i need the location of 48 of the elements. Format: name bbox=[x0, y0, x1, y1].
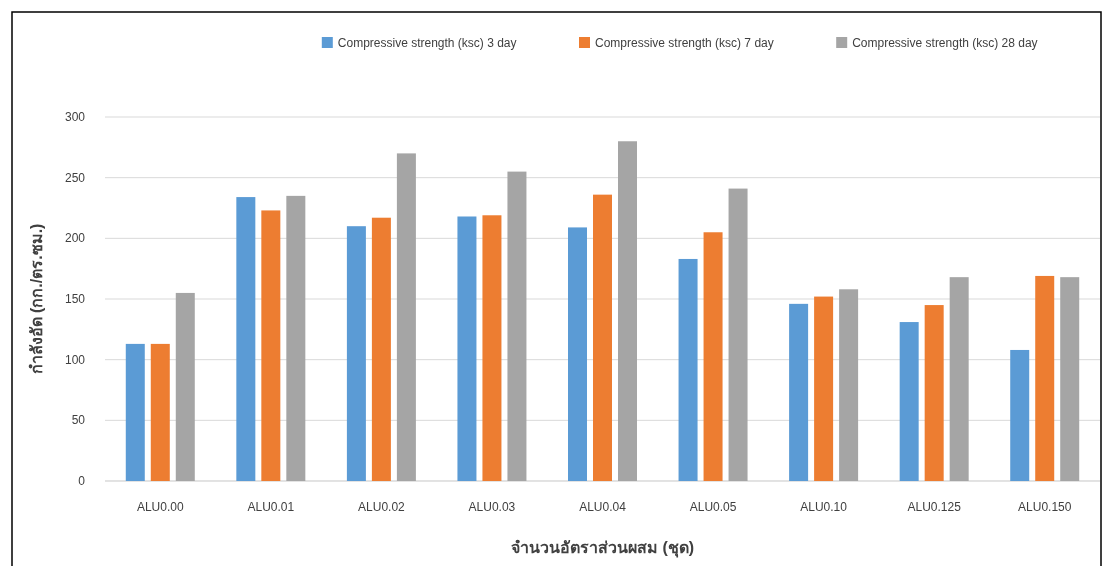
y-tick-label: 300 bbox=[64, 110, 86, 124]
y-tick-label: 250 bbox=[64, 170, 86, 185]
bar bbox=[457, 216, 477, 481]
bar bbox=[236, 197, 256, 481]
bar bbox=[346, 226, 366, 481]
bar bbox=[728, 188, 748, 481]
bar bbox=[839, 289, 859, 481]
bar bbox=[789, 303, 809, 481]
x-tick-label: ALU0.02 bbox=[358, 500, 406, 514]
bar bbox=[286, 195, 306, 481]
bar bbox=[593, 194, 612, 481]
bar bbox=[371, 217, 391, 481]
bar bbox=[949, 277, 969, 481]
bar bbox=[175, 292, 195, 481]
bar bbox=[507, 171, 527, 481]
bar bbox=[814, 296, 834, 481]
bar bbox=[396, 153, 416, 481]
bar bbox=[618, 141, 637, 481]
x-axis-title: จำนวนอัตราส่วนผสม (ชุด) bbox=[510, 539, 695, 558]
bar bbox=[899, 322, 919, 481]
bar bbox=[1035, 275, 1055, 481]
bar bbox=[261, 210, 281, 481]
y-tick-label: 100 bbox=[64, 352, 86, 367]
x-tick-label: ALU0.01 bbox=[247, 500, 295, 514]
x-tick-label: ALU0.05 bbox=[689, 500, 737, 514]
legend-label: Compressive strength (ksc) 7 day bbox=[595, 36, 774, 50]
x-tick-label: ALU0.00 bbox=[136, 500, 184, 514]
legend-label: Compressive strength (ksc) 3 day bbox=[337, 36, 517, 50]
bar bbox=[125, 343, 145, 481]
bar bbox=[703, 232, 723, 481]
y-tick-label: 150 bbox=[64, 292, 86, 306]
bar bbox=[678, 258, 698, 481]
bar bbox=[482, 215, 502, 481]
bar bbox=[1060, 277, 1080, 481]
y-tick-label: 0 bbox=[78, 474, 86, 488]
bar bbox=[924, 305, 944, 481]
x-tick-label: ALU0.04 bbox=[579, 500, 627, 514]
bar bbox=[568, 227, 587, 481]
y-tick-label: 200 bbox=[64, 231, 86, 246]
x-tick-label: ALU0.150 bbox=[1018, 500, 1072, 514]
y-tick-label: 50 bbox=[71, 413, 86, 428]
x-tick-label: ALU0.125 bbox=[907, 500, 962, 514]
x-tick-label: ALU0.03 bbox=[468, 500, 516, 514]
legend-label: Compressive strength (ksc) 28 day bbox=[852, 36, 1038, 50]
x-tick-label: ALU0.10 bbox=[800, 500, 848, 514]
bar bbox=[1010, 349, 1030, 481]
bar bbox=[150, 343, 170, 481]
y-axis-title: กำลังอัด (กก./ตร.ซม.) bbox=[28, 223, 45, 375]
